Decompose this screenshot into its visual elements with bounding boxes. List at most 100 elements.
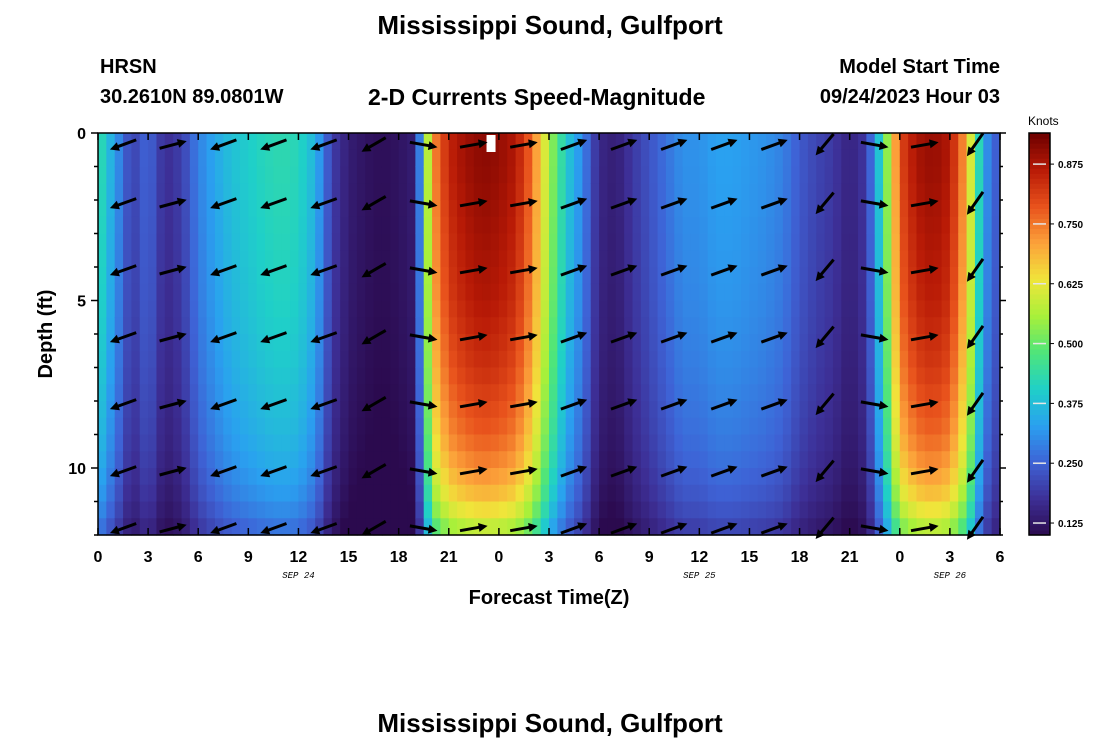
- heatmap-cell: [766, 267, 776, 285]
- heatmap-cell: [407, 216, 416, 235]
- heatmap-cell: [791, 267, 801, 285]
- heatmap-cell: [824, 417, 834, 436]
- heatmap-cell: [891, 518, 901, 536]
- heatmap-cell: [114, 283, 124, 302]
- heatmap-cell: [716, 283, 725, 302]
- heatmap-cell: [331, 468, 341, 486]
- missing-data-cell: [486, 135, 496, 152]
- heatmap-cell: [707, 451, 717, 469]
- heatmap-cell: [749, 367, 759, 385]
- current-vector-arrow: [660, 465, 688, 478]
- heatmap-cell: [557, 300, 567, 318]
- heatmap-cell: [649, 451, 659, 469]
- heatmap-cell: [440, 334, 450, 352]
- heatmap-cell: [306, 417, 316, 436]
- current-vector-arrow: [560, 138, 588, 151]
- heatmap-cell: [874, 434, 884, 452]
- heatmap-cell: [507, 501, 517, 519]
- heatmap-cell: [582, 518, 592, 536]
- heatmap-cell: [398, 350, 408, 369]
- heatmap-cell: [682, 200, 692, 218]
- heatmap-cell: [774, 401, 784, 419]
- heatmap-cell: [323, 267, 333, 285]
- heatmap-cell: [323, 166, 333, 184]
- heatmap-cell: [98, 200, 107, 218]
- heatmap-cell: [231, 367, 241, 385]
- heatmap-cell: [640, 183, 650, 201]
- heatmap-cell: [223, 300, 233, 318]
- heatmap-cell: [582, 200, 592, 218]
- heatmap-cell: [732, 283, 742, 302]
- heatmap-cell: [356, 501, 366, 519]
- heatmap-cell: [682, 484, 692, 503]
- heatmap-cell: [381, 149, 391, 168]
- heatmap-cell: [732, 149, 742, 168]
- heatmap-cell: [933, 367, 943, 385]
- heatmap-cell: [381, 233, 391, 251]
- heatmap-cell: [239, 518, 249, 536]
- heatmap-cell: [181, 216, 191, 235]
- heatmap-cell: [164, 417, 174, 436]
- current-vector-arrow: [159, 139, 187, 150]
- heatmap-cell: [899, 200, 909, 218]
- heatmap-cell: [331, 350, 341, 369]
- heatmap-cell: [899, 334, 909, 352]
- heatmap-cell: [139, 417, 149, 436]
- heatmap-cell: [574, 283, 584, 302]
- heatmap-cell: [766, 250, 776, 268]
- vector-layer: [109, 132, 985, 540]
- heatmap-cell: [482, 384, 492, 402]
- heatmap-cell: [290, 250, 300, 268]
- heatmap-cell: [173, 367, 183, 385]
- heatmap-cell: [281, 183, 291, 201]
- heatmap-cell: [849, 484, 859, 503]
- heatmap-cell: [306, 216, 316, 235]
- heatmap-cell: [908, 350, 918, 369]
- heatmap-cell: [899, 451, 909, 469]
- heatmap-cell: [139, 183, 149, 201]
- station-code: HRSN: [100, 56, 157, 78]
- heatmap-cell: [465, 149, 475, 168]
- heatmap-cell: [273, 501, 283, 519]
- heatmap-cell: [841, 267, 851, 285]
- heatmap-cell: [682, 451, 692, 469]
- heatmap-cell: [356, 283, 366, 302]
- heatmap-cell: [883, 401, 893, 419]
- heatmap-cell: [540, 334, 550, 352]
- heatmap-cell: [657, 300, 667, 318]
- heatmap-cell: [256, 216, 266, 235]
- heatmap-cell: [181, 384, 191, 402]
- heatmap-cell: [782, 434, 792, 452]
- heatmap-cell: [908, 367, 918, 385]
- heatmap-cell: [164, 334, 174, 352]
- heatmap-cell: [473, 434, 483, 452]
- heatmap-cell: [949, 200, 959, 218]
- current-vector-arrow: [910, 265, 939, 275]
- heatmap-cell: [189, 166, 199, 184]
- heatmap-cell: [156, 300, 166, 318]
- heatmap-cell: [223, 216, 233, 235]
- heatmap-cell: [223, 367, 233, 385]
- heatmap-cell: [682, 216, 692, 235]
- heatmap-cell: [832, 183, 842, 201]
- heatmap-cell: [716, 501, 725, 519]
- heatmap-cell: [941, 233, 951, 251]
- current-vector-arrow: [310, 138, 338, 151]
- heatmap-cell: [549, 300, 558, 318]
- heatmap-cell: [290, 350, 300, 369]
- heatmap-cell: [916, 417, 926, 436]
- heatmap-cell: [223, 401, 233, 419]
- heatmap-cell: [323, 149, 333, 168]
- heatmap-cell: [273, 334, 283, 352]
- heatmap-cell: [766, 216, 776, 235]
- heatmap-cell: [290, 149, 300, 168]
- current-vector-arrow: [459, 198, 488, 208]
- x-tick-label: 18: [791, 549, 809, 566]
- heatmap-cell: [381, 133, 391, 151]
- heatmap-cell: [181, 401, 191, 419]
- heatmap-cell: [181, 417, 191, 436]
- heatmap-cell: [565, 166, 575, 184]
- heatmap-cell: [281, 350, 291, 369]
- heatmap-cell: [407, 367, 416, 385]
- heatmap-cell: [632, 518, 642, 536]
